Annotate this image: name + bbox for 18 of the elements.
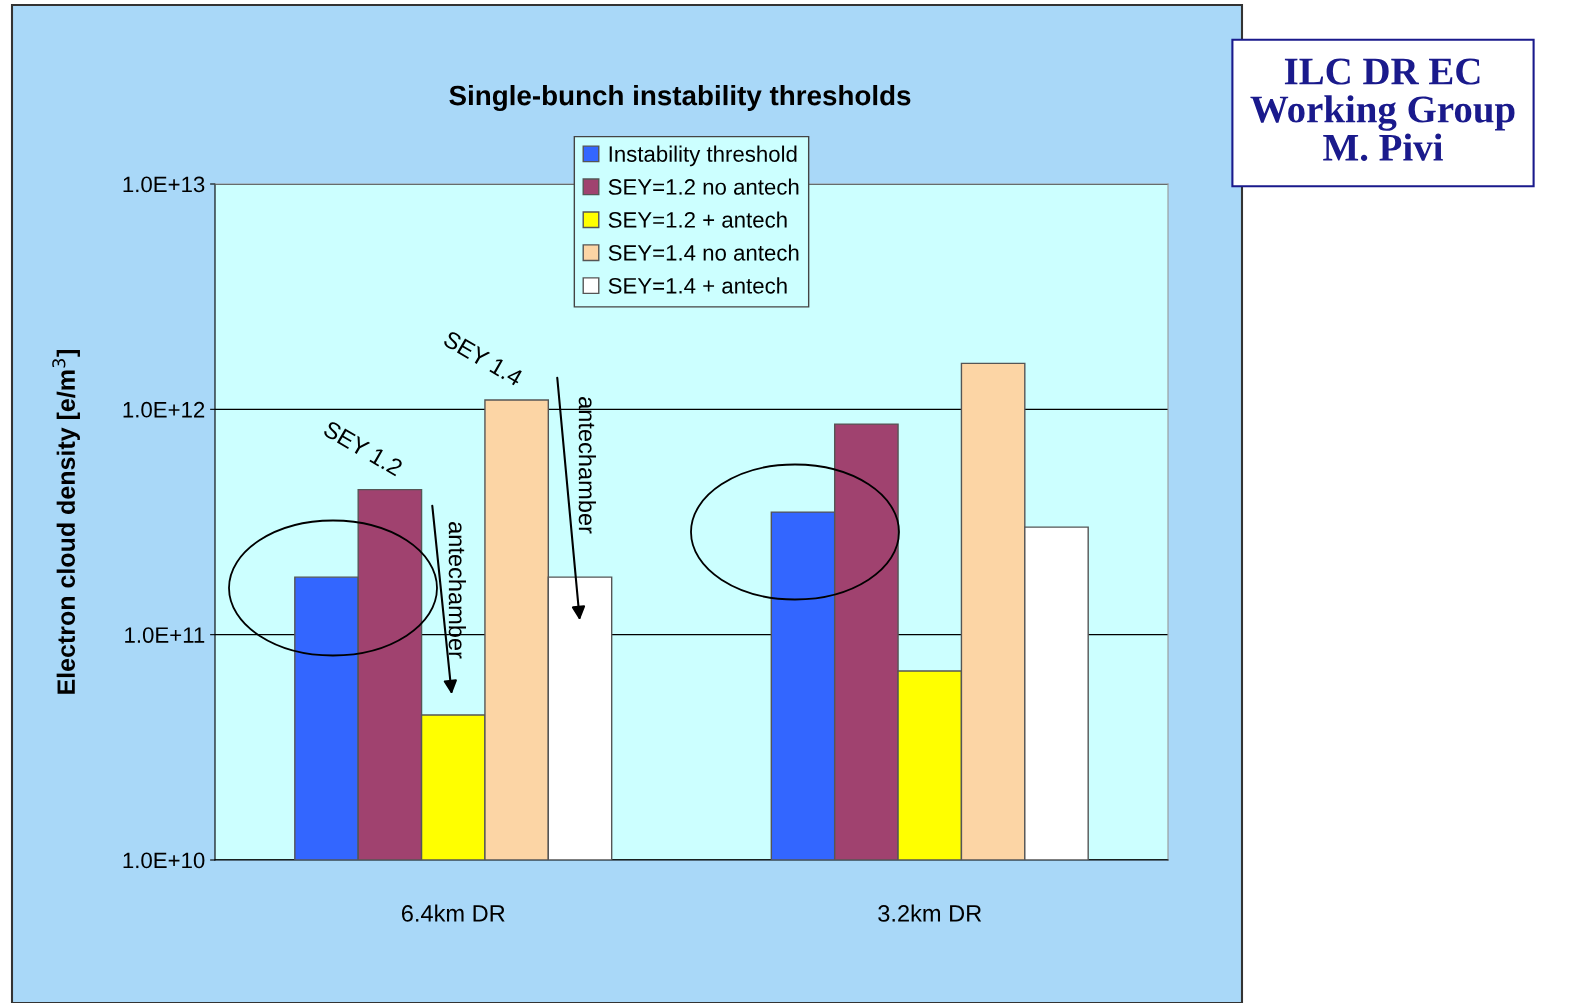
annotation: SEY 1.2 — [322, 419, 404, 477]
x-tick-label: 3.2km DR — [878, 904, 982, 922]
legend-label: SEY=1.2 no antech — [608, 178, 799, 195]
x-tick-label: 6.4km DR — [401, 904, 505, 922]
annotation: antechamber — [448, 522, 467, 659]
y-tick-label: 1.0E+11 — [125, 627, 205, 643]
annotation: SEY 1.4 — [442, 329, 524, 387]
annotation: antechamber — [578, 397, 597, 534]
text: ILC DR EC Working Group M. Pivi — [1250, 58, 1515, 162]
legend-label: Instability threshold — [609, 145, 797, 167]
y-axis-title: Electron cloud density [e/m$^{3}$] — [52, 350, 80, 694]
legend-label: SEY=1.4 no antech — [608, 244, 799, 261]
legend-label: SEY=1.4 + antech — [608, 277, 787, 294]
y-tick-label: 1.0E+12 — [123, 401, 205, 418]
chart-title: Single-bunch instability thresholds — [449, 84, 911, 112]
legend-label: SEY=1.2 + antech — [608, 211, 787, 228]
y-tick-label: 1.0E+10 — [123, 852, 205, 869]
y-tick-label: 1.0E+13 — [123, 176, 205, 193]
